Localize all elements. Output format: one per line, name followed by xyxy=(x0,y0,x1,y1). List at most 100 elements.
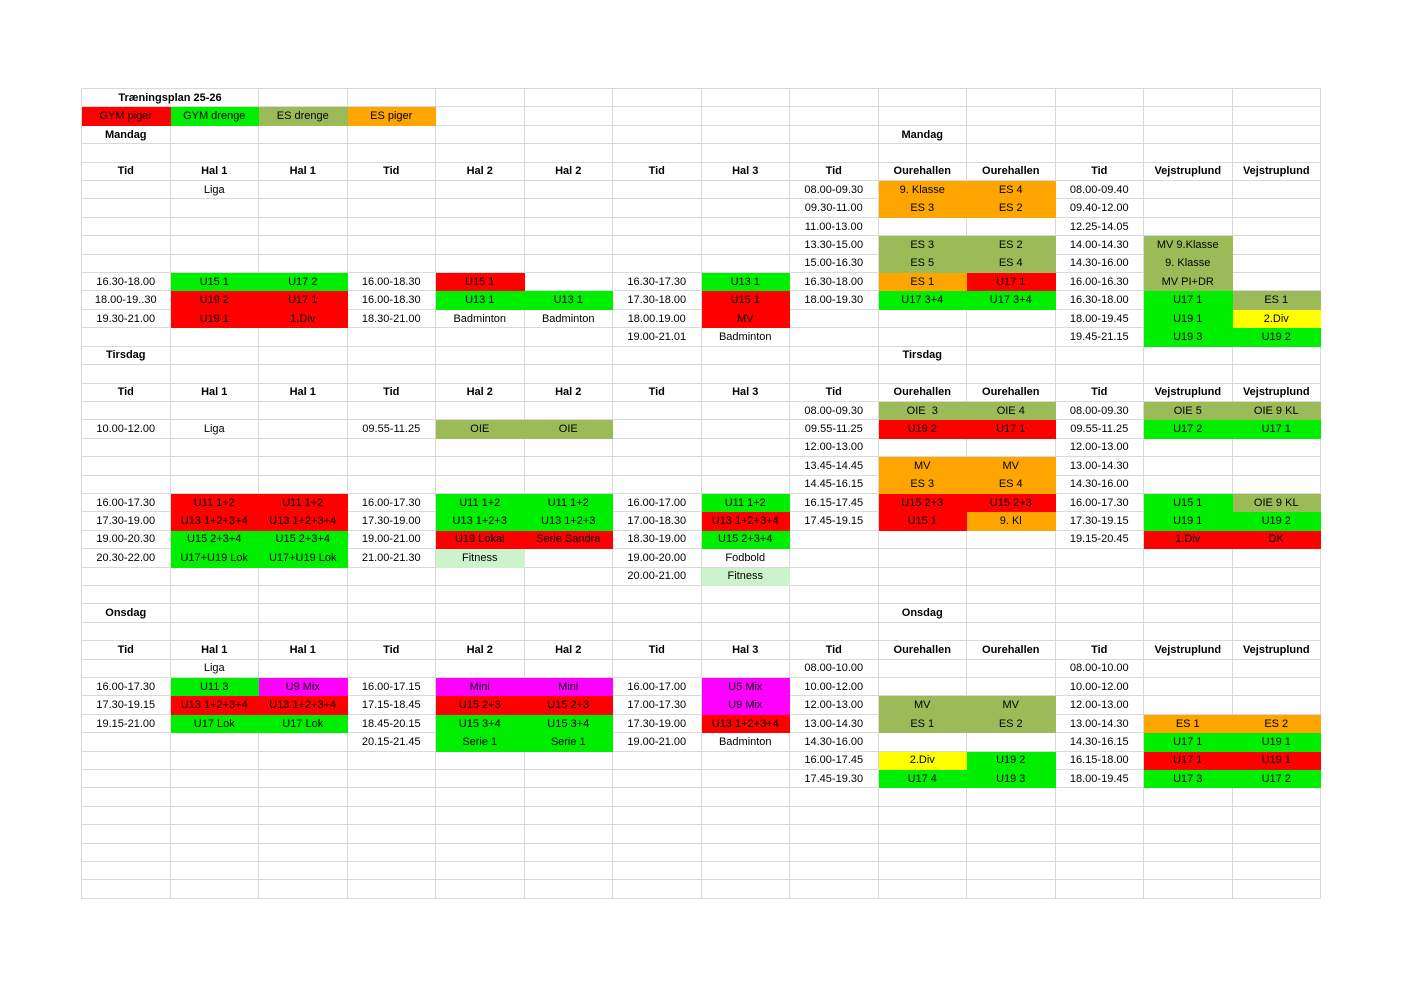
schedule-cell[interactable]: U19 1 xyxy=(1144,309,1233,329)
column-header[interactable]: Tid xyxy=(613,383,702,402)
grid-cell[interactable] xyxy=(524,862,613,881)
grid-cell[interactable] xyxy=(1232,273,1321,292)
schedule-cell[interactable]: 10.00-12.00 xyxy=(82,420,171,439)
grid-cell[interactable] xyxy=(1144,107,1233,126)
schedule-cell[interactable]: 16.30-18.00 xyxy=(790,273,879,292)
schedule-cell[interactable]: 18.30-19.00 xyxy=(613,530,702,550)
grid-cell[interactable] xyxy=(170,567,259,586)
grid-cell[interactable] xyxy=(82,770,171,789)
schedule-cell[interactable]: U17+U19 Lok xyxy=(259,549,348,568)
schedule-cell[interactable]: U13 1 xyxy=(524,291,613,310)
grid-cell[interactable] xyxy=(170,365,259,384)
schedule-cell[interactable]: Fitness xyxy=(701,567,790,586)
schedule-cell[interactable]: U19 Lokal xyxy=(436,530,525,550)
column-header[interactable]: Hal 2 xyxy=(436,162,525,182)
grid-cell[interactable] xyxy=(701,475,790,494)
sheet-title[interactable]: Træningsplan 25-26 xyxy=(82,89,259,108)
schedule-cell[interactable]: Mini xyxy=(436,678,525,697)
schedule-cell[interactable]: Serie 1 xyxy=(524,733,613,752)
column-header[interactable]: Tid xyxy=(82,641,171,660)
grid-cell[interactable] xyxy=(1144,475,1233,494)
grid-cell[interactable] xyxy=(790,365,879,384)
grid-cell[interactable] xyxy=(1055,125,1144,145)
grid-cell[interactable] xyxy=(347,825,436,844)
grid-cell[interactable] xyxy=(1144,125,1233,145)
grid-cell[interactable] xyxy=(259,365,348,384)
grid-cell[interactable] xyxy=(701,420,790,439)
schedule-cell[interactable]: MV xyxy=(967,457,1056,476)
grid-cell[interactable] xyxy=(1144,346,1233,366)
grid-cell[interactable] xyxy=(967,862,1056,881)
grid-cell[interactable] xyxy=(878,825,967,844)
schedule-cell[interactable]: U15 1 xyxy=(170,273,259,292)
grid-cell[interactable] xyxy=(1055,89,1144,108)
column-header[interactable]: Hal 1 xyxy=(170,162,259,182)
grid-cell[interactable] xyxy=(1144,843,1233,863)
grid-cell[interactable] xyxy=(1144,788,1233,807)
schedule-cell[interactable]: 13.45-14.45 xyxy=(790,457,879,476)
grid-cell[interactable] xyxy=(347,604,436,623)
grid-cell[interactable] xyxy=(82,438,171,458)
grid-cell[interactable] xyxy=(613,788,702,807)
schedule-cell[interactable]: OIE 5 xyxy=(1144,401,1233,421)
schedule-cell[interactable]: Badminton xyxy=(701,328,790,347)
grid-cell[interactable] xyxy=(436,475,525,494)
grid-cell[interactable] xyxy=(1144,457,1233,476)
grid-cell[interactable] xyxy=(436,585,525,605)
schedule-cell[interactable]: U17 2 xyxy=(1144,420,1233,439)
legend-item[interactable]: GYM piger xyxy=(82,107,171,126)
column-header[interactable]: Tid xyxy=(1055,641,1144,660)
schedule-cell[interactable]: U19 2 xyxy=(1232,512,1321,531)
grid-cell[interactable] xyxy=(613,843,702,863)
grid-cell[interactable] xyxy=(524,585,613,605)
schedule-cell[interactable]: U17 Lok xyxy=(259,714,348,734)
grid-cell[interactable] xyxy=(790,549,879,568)
grid-cell[interactable] xyxy=(524,273,613,292)
grid-cell[interactable] xyxy=(878,438,967,458)
schedule-cell[interactable]: 20.15-21.45 xyxy=(347,733,436,752)
grid-cell[interactable] xyxy=(967,89,1056,108)
grid-cell[interactable] xyxy=(701,604,790,623)
grid-cell[interactable] xyxy=(1055,365,1144,384)
grid-cell[interactable] xyxy=(613,825,702,844)
grid-cell[interactable] xyxy=(436,346,525,366)
grid-cell[interactable] xyxy=(82,880,171,899)
schedule-cell[interactable]: U17+U19 Lok xyxy=(170,549,259,568)
grid-cell[interactable] xyxy=(82,328,171,347)
grid-cell[interactable] xyxy=(259,438,348,458)
grid-cell[interactable] xyxy=(524,365,613,384)
schedule-cell[interactable]: Liga xyxy=(170,659,259,678)
grid-cell[interactable] xyxy=(613,144,702,163)
grid-cell[interactable] xyxy=(170,254,259,274)
grid-cell[interactable] xyxy=(1144,696,1233,715)
grid-cell[interactable] xyxy=(82,862,171,881)
grid-cell[interactable] xyxy=(967,365,1056,384)
schedule-cell[interactable]: 16.00-17.30 xyxy=(82,678,171,697)
grid-cell[interactable] xyxy=(524,199,613,218)
grid-cell[interactable] xyxy=(259,181,348,200)
grid-cell[interactable] xyxy=(967,806,1056,826)
schedule-cell[interactable]: 13.00-14.30 xyxy=(790,714,879,734)
grid-cell[interactable] xyxy=(1144,880,1233,899)
grid-cell[interactable] xyxy=(347,217,436,237)
schedule-cell[interactable]: MV xyxy=(967,696,1056,715)
schedule-cell[interactable]: 13.30-15.00 xyxy=(790,236,879,255)
grid-cell[interactable] xyxy=(878,880,967,899)
schedule-cell[interactable]: DK xyxy=(1232,530,1321,550)
grid-cell[interactable] xyxy=(436,567,525,586)
schedule-cell[interactable]: 12.00-13.00 xyxy=(1055,696,1144,715)
grid-cell[interactable] xyxy=(701,843,790,863)
grid-cell[interactable] xyxy=(524,788,613,807)
schedule-cell[interactable]: 17.30-19.00 xyxy=(613,714,702,734)
grid-cell[interactable] xyxy=(524,825,613,844)
grid-cell[interactable] xyxy=(524,751,613,771)
schedule-cell[interactable]: MV PI+DR xyxy=(1144,273,1233,292)
grid-cell[interactable] xyxy=(613,89,702,108)
grid-cell[interactable] xyxy=(1055,604,1144,623)
grid-cell[interactable] xyxy=(967,659,1056,678)
grid-cell[interactable] xyxy=(878,309,967,329)
grid-cell[interactable] xyxy=(347,659,436,678)
grid-cell[interactable] xyxy=(878,217,967,237)
grid-cell[interactable] xyxy=(1144,678,1233,697)
grid-cell[interactable] xyxy=(259,401,348,421)
